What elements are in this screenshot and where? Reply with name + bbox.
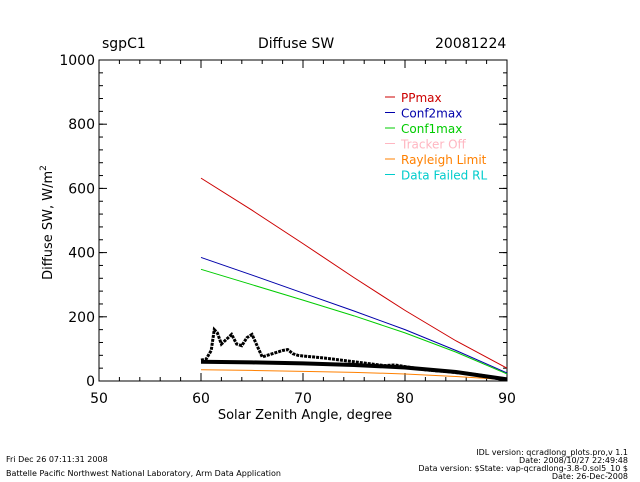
series-line-rayleigh-limit [200, 369, 508, 381]
y-tick-label: 600 [68, 181, 95, 197]
x-tick-label: 90 [498, 391, 516, 407]
y-tick-label: 1000 [59, 53, 95, 69]
footer-lab: Battelle Pacific Northwest National Labo… [6, 469, 281, 478]
footer-idl-version: IDL version: qcradlong_plots.pro,v 1.1 [476, 448, 628, 457]
x-tick-label: 80 [396, 391, 414, 407]
measured-data-line [200, 326, 508, 382]
legend-label: Conf1max [401, 122, 462, 136]
series-line-ppmax [200, 177, 508, 369]
y-axis-label-main: Diffuse SW, W/m [41, 171, 56, 280]
series-line-conf1max [200, 268, 508, 375]
footer-timestamp: Fri Dec 26 07:11:31 2008 [6, 455, 108, 464]
legend-label: PPmax [401, 91, 442, 105]
footer-idl-date: Date: 2008/10/27 22:49:48 [519, 456, 628, 465]
footer-data-version: Data version: $State: vap-qcradlong-3.8-… [418, 464, 628, 473]
legend-label: Rayleigh Limit [401, 153, 487, 167]
y-axis-label-superscript: 2 [39, 165, 49, 171]
y-tick-label: 200 [68, 310, 95, 326]
legend-label: Data Failed RL [401, 169, 487, 183]
x-tick-label: 60 [192, 391, 210, 407]
chart-title: Diffuse SW [258, 36, 335, 52]
x-tick-label: 70 [294, 391, 312, 407]
date-label: 20081224 [435, 36, 507, 52]
x-tick-label: 50 [90, 391, 108, 407]
series-line-conf2max [200, 256, 508, 374]
x-axis-label: Solar Zenith Angle, degree [218, 408, 392, 423]
y-axis-label: Diffuse SW, W/m2 [39, 165, 56, 280]
y-tick-label: 0 [86, 374, 95, 390]
footer-data-date: Date: 26-Dec-2008 [551, 472, 628, 481]
legend-label: Conf2max [401, 107, 462, 121]
y-tick-label: 400 [68, 246, 95, 262]
site-label: sgpC1 [102, 36, 146, 52]
y-tick-label: 800 [68, 117, 95, 133]
legend-label: Tracker Off [400, 138, 467, 152]
